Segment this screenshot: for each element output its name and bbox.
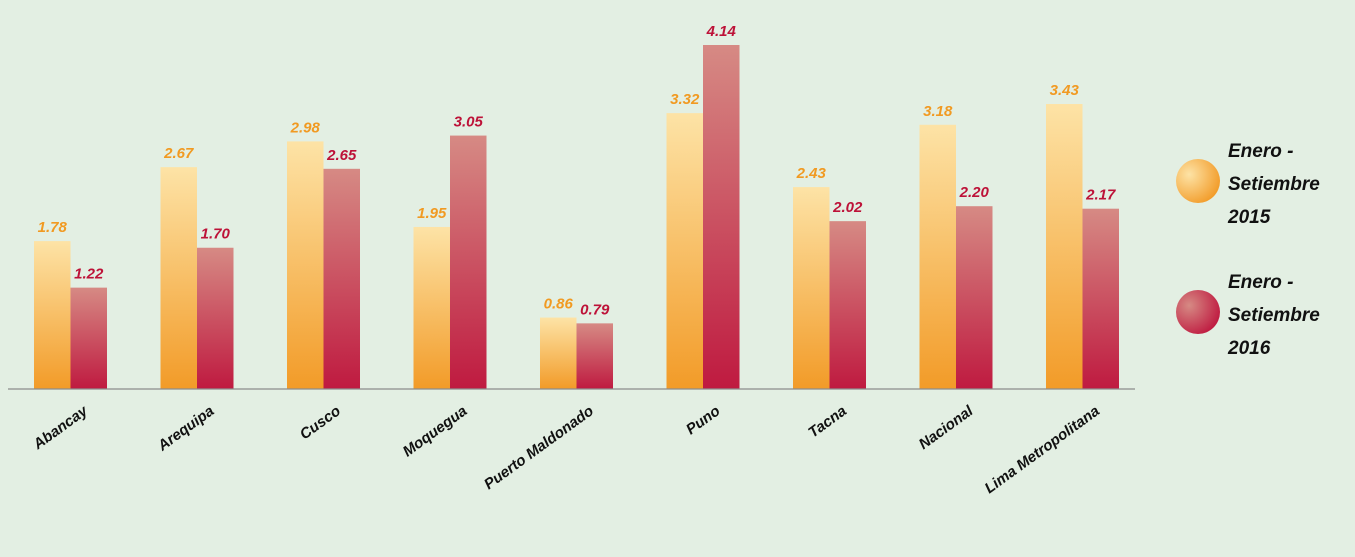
legend: Enero - Setiembre 2015 Enero - Setiembre 2016: [1176, 141, 1320, 359]
value-label: 0.79: [580, 301, 610, 318]
category-labels-layer: Abancay Arequipa Cusco Moquegua Puerto Maldo…: [29, 402, 1102, 497]
category-label: Puno: [683, 402, 723, 438]
legend-label: Enero - Setiembre 2015: [1227, 141, 1320, 228]
category-label: Tacna: [805, 402, 850, 441]
value-label: 3.32: [670, 91, 700, 108]
value-label: 2.67: [163, 145, 194, 162]
legend-label: Enero - Setiembre 2016: [1227, 272, 1320, 359]
category-label: Moquegua: [400, 402, 471, 460]
value-label: 1.78: [38, 219, 68, 236]
bar-2-8: [1082, 208, 1119, 389]
legend-label-line: Enero -: [1228, 141, 1293, 162]
bar-1-4: [540, 317, 577, 389]
value-label: 3.43: [1050, 82, 1080, 99]
legend-label-line: Setiembre: [1228, 305, 1320, 326]
legend-item-1: Enero - Setiembre 2015: [1176, 141, 1320, 228]
legend-swatch: [1176, 290, 1220, 334]
bar-2-2: [323, 168, 360, 389]
bar-2-3: [450, 135, 487, 389]
bar-1-3: [413, 226, 450, 389]
legend-label-line: Enero -: [1228, 272, 1293, 293]
bars-layer: [34, 45, 1119, 390]
category-label: Lima Metropolitana: [982, 402, 1103, 497]
value-label: 0.86: [544, 296, 574, 313]
legend-label-line: 2016: [1227, 338, 1271, 359]
value-label: 2.98: [290, 119, 321, 136]
category-label: Cusco: [297, 402, 344, 443]
value-label: 2.20: [959, 184, 990, 201]
legend-label-line: Setiembre: [1228, 174, 1320, 195]
legend-label-line: 2015: [1227, 207, 1271, 228]
value-label: 2.17: [1085, 187, 1116, 204]
bar-1-0: [34, 241, 71, 389]
bar-1-5: [666, 113, 703, 390]
bar-1-1: [160, 167, 197, 389]
value-labels-layer: 1.78 1.22 2.67 1.70 2.98 2.65 1.95 3.05 0.86 0.79…: [38, 23, 1116, 318]
value-label: 4.14: [706, 23, 737, 40]
value-label: 3.05: [454, 114, 484, 131]
bar-2-7: [956, 206, 993, 389]
bar-1-2: [287, 141, 324, 389]
bar-2-1: [197, 247, 234, 389]
value-label: 1.22: [74, 266, 104, 283]
value-label: 1.95: [417, 205, 447, 222]
legend-item-2: Enero - Setiembre 2016: [1176, 272, 1320, 359]
bar-2-6: [829, 221, 866, 389]
value-label: 2.65: [326, 147, 357, 164]
value-label: 2.02: [832, 199, 863, 216]
category-label: Abancay: [29, 402, 91, 453]
bar-2-5: [703, 45, 740, 389]
bar-2-0: [70, 287, 107, 389]
category-label: Arequipa: [154, 402, 217, 455]
category-label: Puerto Maldonado: [481, 402, 597, 493]
bar-2-4: [576, 323, 613, 389]
value-label: 3.18: [923, 103, 953, 120]
bar-1-6: [793, 187, 830, 389]
legend-swatch: [1176, 159, 1220, 203]
value-label: 2.43: [796, 165, 827, 182]
category-label: Nacional: [916, 402, 977, 453]
value-label: 1.70: [201, 226, 231, 243]
bar-1-7: [919, 124, 956, 389]
bar-1-8: [1046, 103, 1083, 389]
